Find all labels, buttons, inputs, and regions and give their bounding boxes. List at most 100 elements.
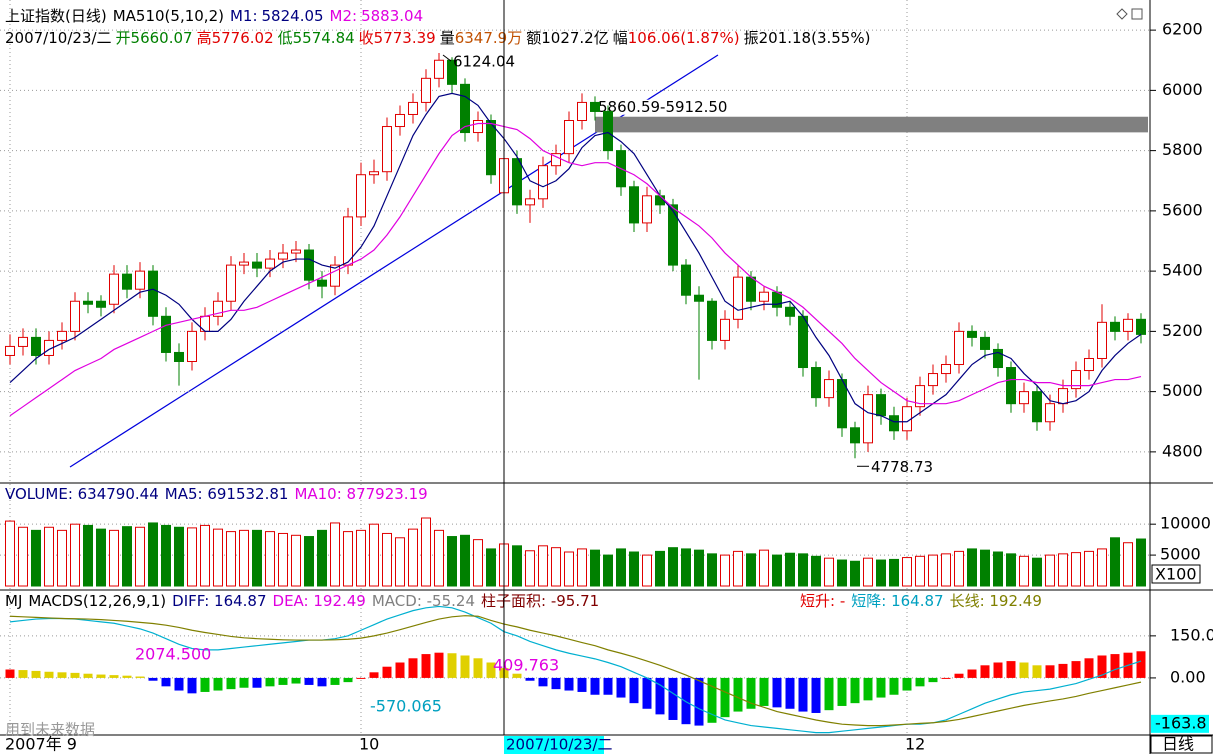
candle-body [551, 153, 561, 167]
quote-label: 收 [359, 29, 374, 47]
macd-header-item: 短降: 164.87 [851, 592, 943, 610]
macd-bar [655, 677, 665, 715]
macd-bar [564, 677, 574, 691]
volume-header-item: VOLUME: 634790.44 [5, 485, 159, 503]
quote-header: 2007/10/23/二 开5660.07 高5776.02 低5574.84 收577… [5, 29, 870, 47]
volume-bar [1019, 555, 1029, 587]
volume-bar [1058, 553, 1068, 587]
macd-bar [863, 677, 873, 701]
candle-body [356, 174, 366, 218]
volume-bar [915, 555, 925, 587]
macd-bar [993, 662, 1003, 678]
icon-window[interactable] [1131, 8, 1143, 20]
candle-body [135, 270, 145, 290]
volume-bar [5, 520, 15, 587]
macd-bar [460, 655, 470, 678]
price-header: 上证指数(日线) MA510(5,10,2) M1: 5824.05 M2: 5883.0… [5, 7, 423, 25]
legend-value: 5824.05 [262, 7, 324, 25]
candle-body [694, 294, 704, 302]
candle-body [1097, 321, 1107, 359]
y-tick-label: 5000 [1162, 381, 1203, 400]
candle-body [161, 315, 171, 353]
macd-bar [980, 665, 990, 678]
macd-bar [278, 677, 288, 685]
gap-label-bg [597, 99, 747, 115]
candle-body [889, 415, 899, 432]
candle-body [486, 120, 496, 176]
candle-body [811, 367, 821, 399]
macd-bar [395, 662, 405, 678]
volume-bar [70, 523, 80, 587]
candle-body [1084, 357, 1094, 372]
candle-body [408, 101, 418, 115]
macd-bar [486, 662, 496, 678]
macd-bar [954, 673, 964, 678]
candle-body [213, 300, 223, 317]
volume-bar [200, 524, 210, 587]
macd-header-item: MACD: -55.24 [372, 592, 475, 610]
volume-bar [187, 527, 197, 587]
candle-body [746, 276, 756, 302]
volume-bar [343, 531, 353, 587]
macd-bar [122, 675, 132, 678]
volume-bar [967, 548, 977, 587]
candle-body [252, 261, 262, 269]
volume-bar [356, 529, 366, 587]
macd-bar [850, 677, 860, 704]
macd-bar [1045, 665, 1055, 678]
candle-body [798, 315, 808, 369]
macd-bar [421, 654, 431, 678]
volume-bar [1045, 554, 1055, 587]
candle-body [590, 101, 600, 112]
candle-body [629, 186, 639, 224]
volume-bar [1084, 550, 1094, 587]
candle-body [733, 276, 743, 320]
watermark: 用到未来数据 [5, 721, 95, 739]
low-annotation: 4778.73 [871, 458, 933, 476]
volume-bar [161, 524, 171, 587]
macd-bar [31, 670, 41, 678]
volume-bar [876, 559, 886, 587]
macd-bar [57, 672, 67, 678]
macd-bar [811, 677, 821, 713]
candle-body [1058, 388, 1068, 405]
candle-body [395, 113, 405, 128]
candle-body [70, 300, 80, 332]
candle-body [5, 345, 15, 356]
y-tick-label: 10000 [1160, 514, 1211, 533]
macd-bar [889, 677, 899, 695]
quote-text: 6347.9万 [455, 29, 523, 47]
volume-bar [733, 550, 743, 587]
macd-bar [707, 677, 717, 723]
macd-line [9, 605, 1142, 734]
macd-bar [694, 677, 704, 726]
macd-bar [187, 677, 197, 694]
volume-bar [109, 529, 119, 587]
volume-bar [525, 550, 535, 587]
y-tick-label: 5200 [1162, 321, 1203, 340]
volume-bar [1123, 542, 1133, 587]
candle-body [772, 291, 782, 308]
quote-label: 高 [197, 29, 212, 47]
y-tick-label: 4800 [1162, 441, 1203, 460]
y-tick-label: 6200 [1162, 20, 1203, 39]
macd-bar [720, 677, 730, 718]
volume-bar [772, 554, 782, 587]
annotation-arrow [442, 54, 452, 62]
quote-label: 量 [440, 29, 455, 47]
candle-body [785, 306, 795, 317]
candle-body [720, 318, 730, 341]
volume-bar [902, 557, 912, 587]
candle-body [837, 379, 847, 429]
volume-header-item: MA5: 691532.81 [165, 485, 289, 503]
macd-bar [1058, 663, 1068, 678]
quote-label: 低 [278, 29, 293, 47]
candle-body [876, 394, 886, 417]
icon-diamond[interactable] [1116, 8, 1128, 20]
candle-body [824, 379, 834, 399]
candle-body [980, 336, 990, 350]
quote-text: 201.18(3.55%) [759, 29, 871, 47]
macd-header-item: 短升: - [800, 592, 845, 610]
candle-body [603, 110, 613, 152]
